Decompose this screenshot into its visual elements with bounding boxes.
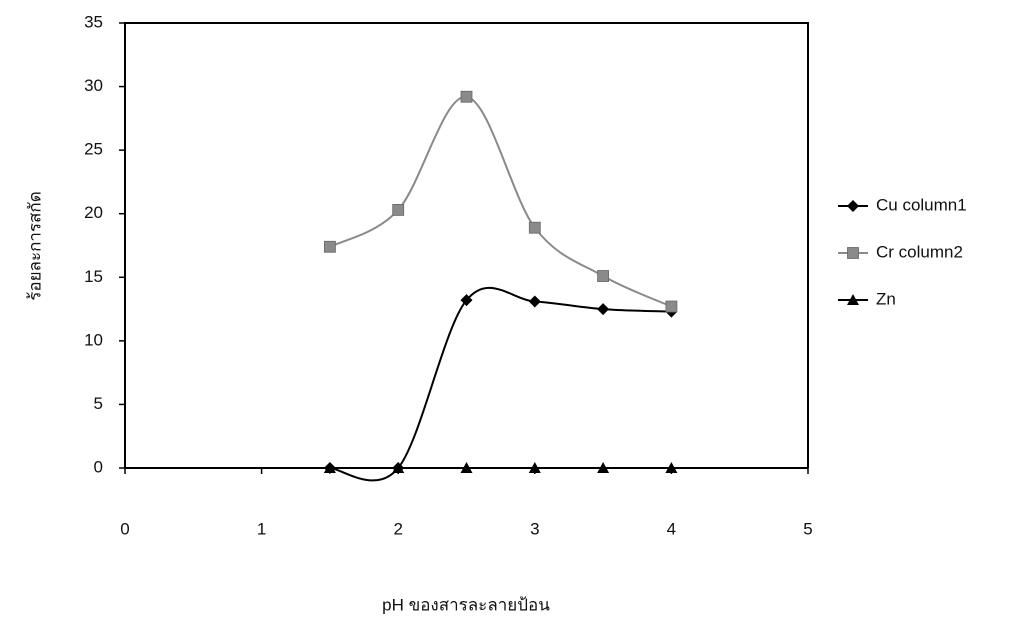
x-axis-label: pH ของสารละลายป้อน (382, 595, 550, 614)
y-axis-label: ร้อยละการสกัด (25, 191, 44, 301)
legend-marker (848, 248, 859, 259)
data-point (597, 303, 609, 315)
series-line (330, 97, 672, 307)
x-tick-label: 5 (803, 519, 812, 538)
series-line (330, 288, 672, 481)
plot-frame (125, 23, 808, 468)
data-point (666, 301, 677, 312)
data-point (529, 222, 540, 233)
y-tick-label: 15 (84, 267, 103, 286)
x-tick-label: 4 (667, 519, 676, 538)
y-tick-label: 10 (84, 330, 103, 349)
legend-label: Cr column2 (876, 242, 963, 261)
data-point (461, 91, 472, 102)
y-tick-label: 20 (84, 203, 103, 222)
legend-label: Zn (876, 289, 896, 308)
y-tick-label: 0 (94, 457, 103, 476)
y-tick-label: 35 (84, 12, 103, 31)
x-tick-label: 2 (393, 519, 402, 538)
y-tick-label: 30 (84, 76, 103, 95)
data-point (598, 271, 609, 282)
chart: ร้อยละการสกัด pH ของสารละลายป้อน 0510152… (0, 0, 1028, 619)
data-point (393, 204, 404, 215)
x-tick-label: 1 (257, 519, 266, 538)
data-point (529, 295, 541, 307)
legend-label: Cu column1 (876, 195, 967, 214)
y-tick-label: 25 (84, 140, 103, 159)
y-tick-label: 5 (94, 394, 103, 413)
x-tick-label: 3 (530, 519, 539, 538)
legend-marker (847, 200, 859, 212)
x-tick-label: 0 (120, 519, 129, 538)
data-point (324, 241, 335, 252)
